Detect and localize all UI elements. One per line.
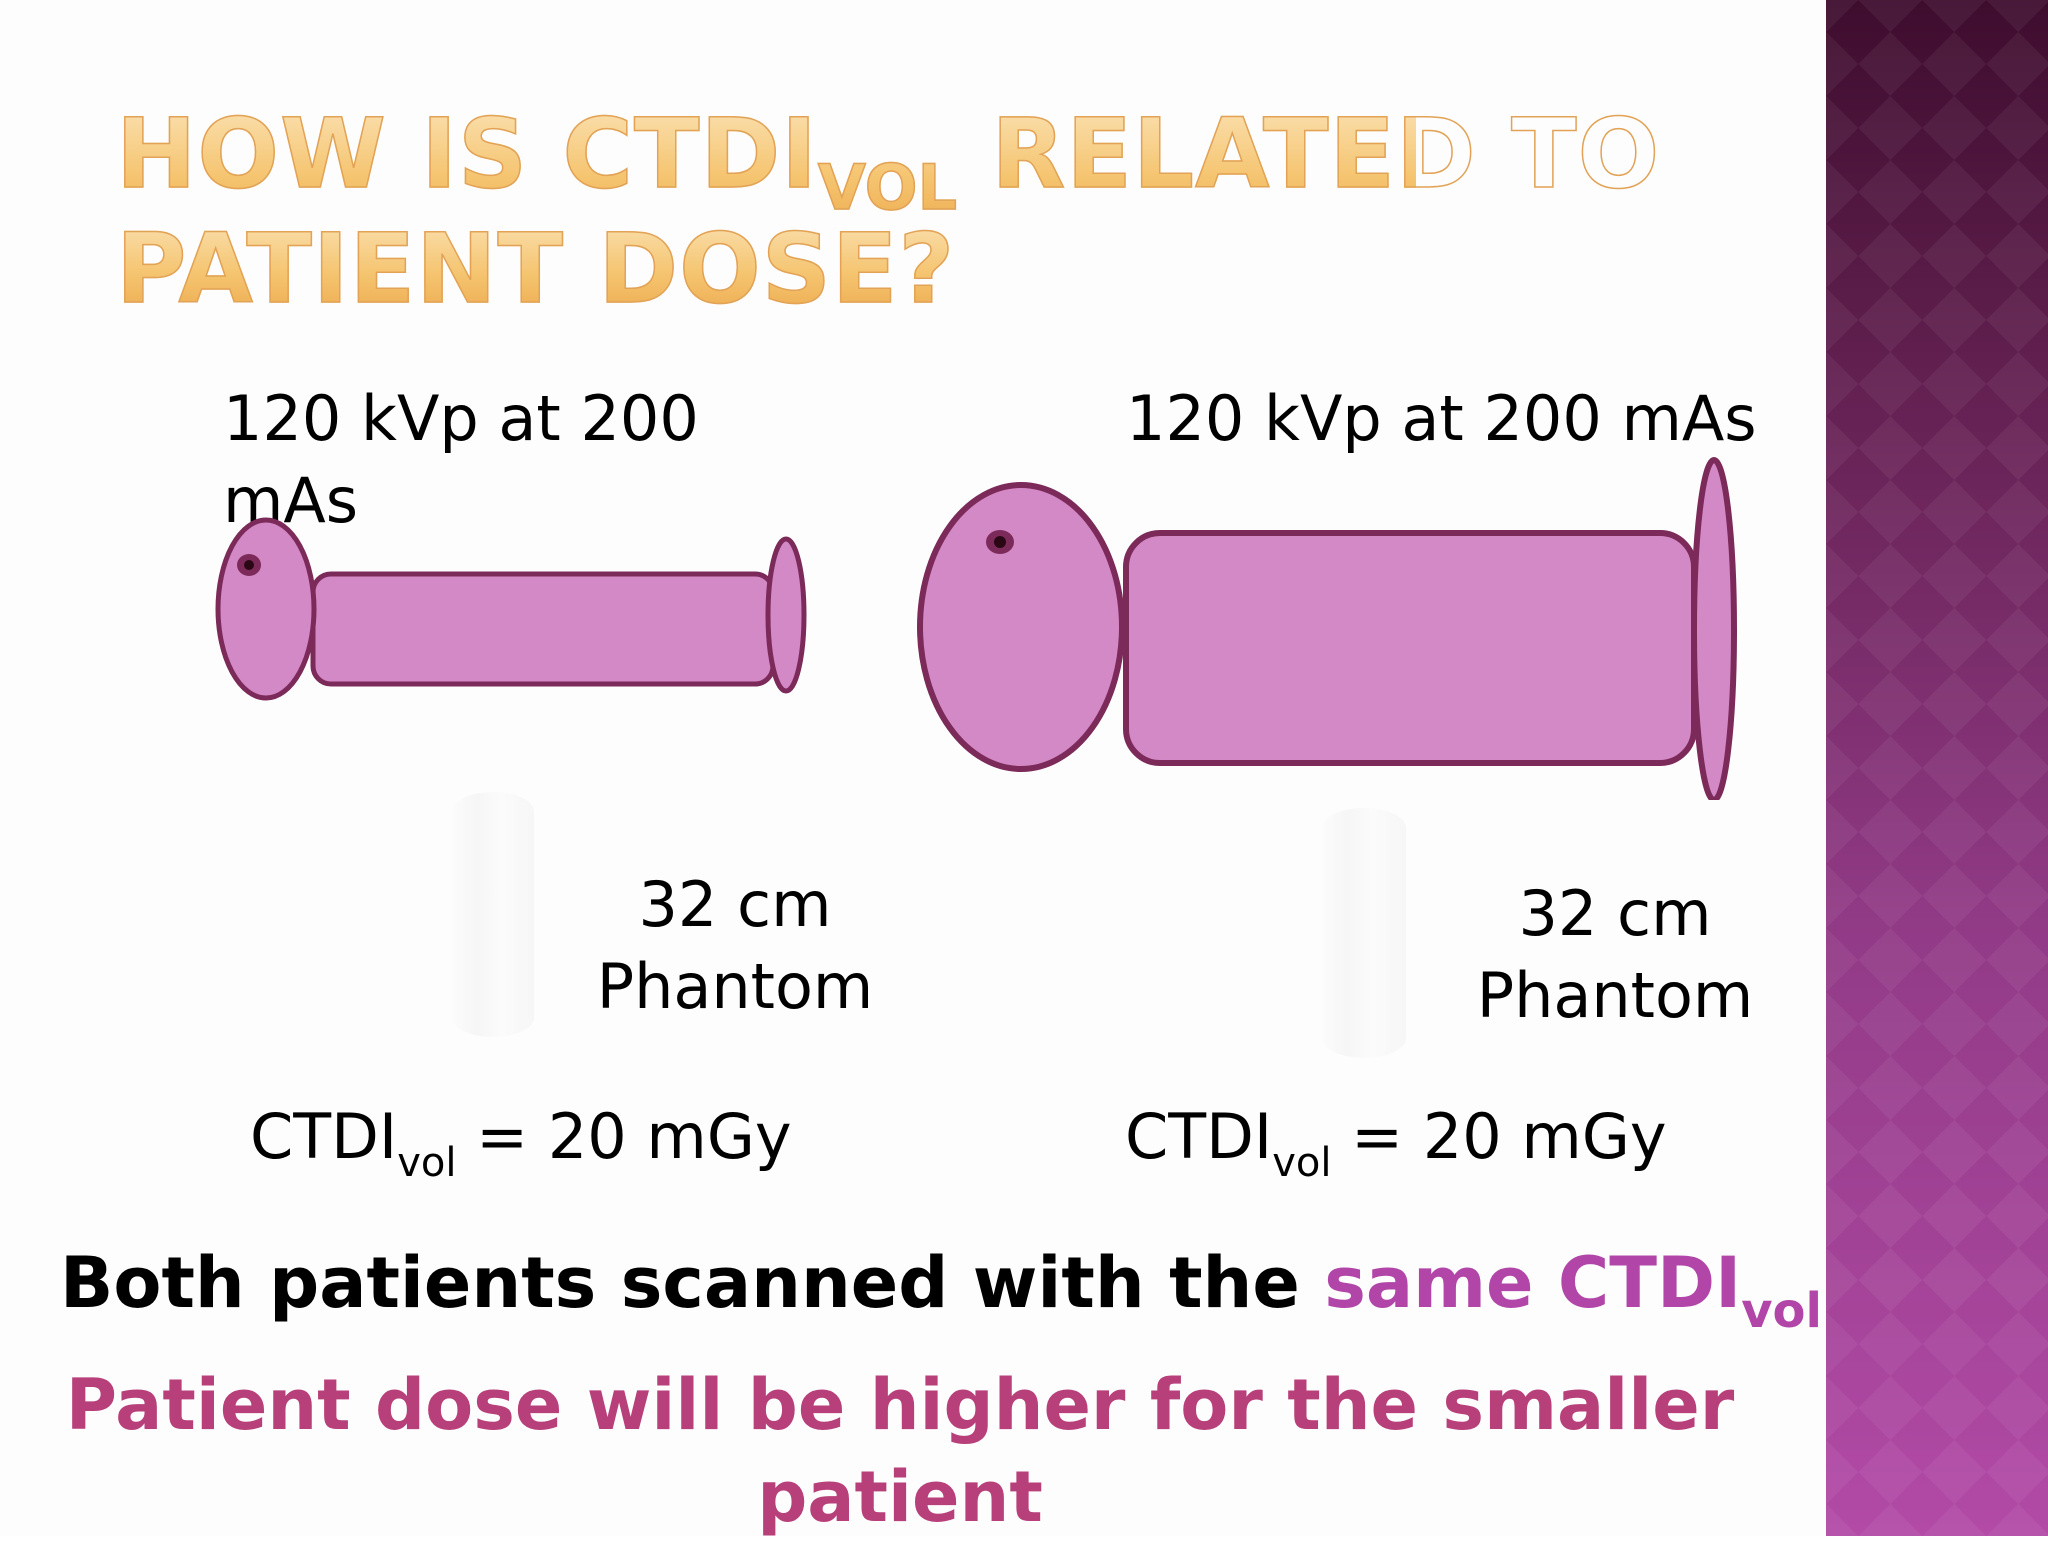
conclusion-line-2: Patient dose will be higher for the smal… [65,1364,1735,1538]
title-subscript-vol: VOL [817,150,958,225]
conclusion-highlight-text: same CTDI [1324,1242,1742,1324]
right-ctdi-subscript: vol [1272,1140,1332,1186]
left-ctdi-prefix: CTDI [250,1100,398,1173]
conclusion-block: Both patients scanned with the same CTDI… [60,1235,1822,1543]
left-ctdi-number: = 20 mGy [456,1100,792,1173]
right-phantom-label: 32 cm Phantom [1440,873,1790,1037]
slide-title-line-2: PATIENT DOSE? [115,212,1416,326]
small-patient-pupil [244,560,254,570]
large-patient-body [1123,530,1697,766]
slide-title-line-1: HOW IS CTDIVOL RELATED TO [115,97,1660,244]
small-patient-body [310,571,776,687]
small-patient-head [215,517,317,701]
large-patient-feet [1691,457,1737,800]
large-patient-figure-icon [917,457,1737,800]
patient-figures [215,457,1737,800]
conclusion-highlight: same CTDIvol [1324,1242,1822,1339]
right-ctdi-number: = 20 mGy [1331,1100,1667,1173]
large-patient-head [917,482,1125,772]
conclusion-prefix: Both patients scanned with the [60,1242,1325,1324]
right-phantom-size: 32 cm [1518,877,1712,950]
small-patient-feet [765,536,807,694]
right-exposure-label: 120 kVp at 200 mAs [1126,382,1757,455]
left-phantom-word: Phantom [596,950,874,1023]
left-phantom-cylinder-faint [452,792,534,1037]
conclusion-highlight-subscript: vol [1741,1283,1822,1339]
right-ctdi-prefix: CTDI [1125,1100,1273,1173]
conclusion-line-1: Both patients scanned with the same CTDI… [60,1235,1822,1359]
decorative-side-panel [1826,0,2048,1536]
left-ctdi-value: CTDIvol = 20 mGy [250,1096,792,1204]
large-patient-pupil [994,536,1006,548]
title-text-ctdi: HOW IS CTDI [115,97,818,211]
right-ctdi-value: CTDIvol = 20 mGy [1125,1096,1667,1204]
title-text-related: RELATED TO [957,97,1661,211]
left-exposure-label: 120 kVp at 200 mAs [223,382,699,537]
left-phantom-size: 32 cm [638,868,832,941]
right-phantom-word: Phantom [1476,959,1754,1032]
left-phantom-label: 32 cm Phantom [560,864,910,1028]
right-phantom-cylinder-faint [1322,808,1406,1058]
left-ctdi-subscript: vol [397,1140,457,1186]
small-patient-figure-icon [215,517,807,701]
